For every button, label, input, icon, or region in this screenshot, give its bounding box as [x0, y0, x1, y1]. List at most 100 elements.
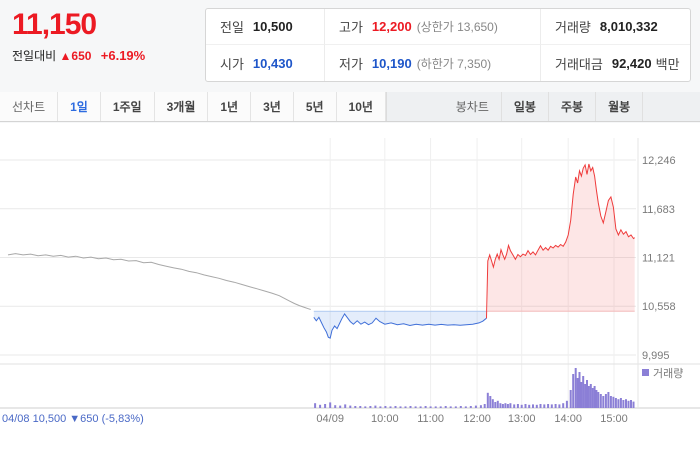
tab-monthly-candle[interactable]: 월봉 [596, 92, 644, 121]
low-label: 저가 [339, 56, 363, 72]
time-axis-label: 12:00 [463, 413, 491, 425]
volume-bar [389, 406, 392, 408]
volume-bar [627, 400, 630, 408]
price-axis-label: 11,683 [642, 204, 675, 216]
volume-bar [578, 372, 581, 408]
volume-bar [589, 384, 592, 408]
volume-bar [614, 398, 617, 408]
open-label: 시가 [220, 56, 244, 72]
volume-bar [516, 404, 519, 408]
volume-bar [580, 382, 583, 408]
volume-bar [632, 401, 635, 408]
prev-close-cell: 전일 10,500 [206, 9, 324, 45]
volume-bar [565, 400, 568, 408]
volume-bar [562, 403, 565, 408]
volume-bar [394, 406, 397, 408]
tab-3month[interactable]: 3개월 [155, 92, 209, 121]
tab-weekly-candle[interactable]: 주봉 [549, 92, 597, 121]
volume-bar [474, 405, 477, 408]
volume-bar [349, 405, 352, 408]
volume-bar [489, 396, 492, 408]
volume-bar [344, 404, 347, 408]
volume-bar [591, 388, 594, 408]
volume-bar [459, 406, 462, 408]
today-up-price-line [486, 163, 635, 319]
volume-bar [569, 390, 572, 408]
volume-bar [586, 380, 588, 408]
trade-value-cell: 거래대금 92,420 백만 [540, 45, 690, 81]
tab-line-chart[interactable]: 선차트 [0, 92, 59, 121]
volume-bar [359, 406, 362, 408]
volume-bar [550, 404, 553, 408]
tab-10year[interactable]: 10년 [337, 92, 386, 121]
stock-summary-panel: 전일 10,500 고가 12,200 (상한가 13,650) 거래량 8,0… [205, 8, 691, 82]
volume-bar [439, 406, 442, 408]
volume-bar [339, 405, 342, 408]
volume-bar [574, 368, 577, 408]
volume-bar [622, 400, 625, 408]
volume-bar [535, 404, 538, 408]
volume-bar [513, 404, 516, 408]
volume-bar [520, 404, 523, 408]
volume-bar [572, 374, 575, 408]
price-axis-label: 10,558 [642, 301, 676, 313]
tab-1year[interactable]: 1년 [208, 92, 252, 121]
trade-value-value: 92,420 [611, 55, 652, 71]
volume-bar [399, 406, 402, 408]
volume-bar [449, 406, 452, 408]
volume-bar [625, 399, 627, 408]
tab-5year[interactable]: 5년 [294, 92, 337, 121]
volume-bar [584, 384, 587, 408]
today-down-price-line [313, 312, 487, 339]
volume-bar [599, 394, 602, 408]
tab-1day[interactable]: 1일 [58, 92, 101, 121]
volume-bar [483, 404, 486, 408]
current-price: 11,150 [12, 8, 97, 41]
price-change-line: 전일대비 ▲650 +6.19% [12, 47, 197, 64]
time-axis-label: 11:00 [417, 413, 444, 425]
high-price-cell: 고가 12,200 (상한가 13,650) [324, 9, 540, 45]
volume-bar [429, 406, 432, 408]
volume-bar [609, 396, 612, 408]
tab-1week[interactable]: 1주일 [101, 92, 155, 121]
stock-header: 11,150 전일대비 ▲650 +6.19% 전일 10,500 고가 12,… [0, 0, 700, 93]
volume-bar [379, 406, 382, 408]
change-percent: +6.19% [100, 48, 146, 63]
price-axis-label: 11,121 [642, 253, 675, 265]
change-label: 전일대비 [12, 49, 57, 63]
volume-bar [630, 400, 632, 408]
volume-bar [486, 392, 489, 408]
volume-bar [354, 406, 357, 408]
volume-bar [419, 406, 422, 408]
volume-bar [593, 386, 596, 408]
volume-bar [469, 406, 472, 408]
volume-bar [319, 404, 322, 408]
volume-bar [444, 406, 447, 408]
volume-bar [547, 404, 550, 408]
stock-line-chart: 12,246 11,683 11,121 10,558 9,995 04/09 10:00 1… [0, 138, 700, 425]
volume-bar [532, 404, 534, 408]
volume-bar [374, 405, 377, 408]
current-price-block: 11,150 전일대비 ▲650 +6.19% [12, 8, 197, 64]
tab-3year[interactable]: 3년 [251, 92, 294, 121]
prev-close-label: 전일 [220, 20, 244, 35]
candle-chart-tab-group: 봉차트 일봉 주봉 월봉 [385, 92, 700, 121]
volume-bar [501, 404, 504, 408]
prev-day-close-note: 04/08 10,500 ▼650 (-5,83%) [2, 413, 144, 425]
volume-bar [524, 404, 527, 408]
volume-bar [617, 399, 620, 408]
trade-value-unit: 백만 [655, 56, 680, 72]
low-value: 10,190 [371, 55, 412, 71]
volume-bar [414, 406, 417, 408]
tab-daily-candle[interactable]: 일봉 [502, 92, 549, 121]
down-area-fill [313, 311, 487, 339]
volume-bar [404, 406, 407, 408]
volume-bar [539, 404, 542, 408]
volume-legend-swatch [642, 369, 649, 376]
volume-value: 8,010,332 [599, 19, 658, 34]
volume-bar [597, 392, 600, 408]
volume-bar [454, 406, 457, 408]
up-area-fill [487, 164, 635, 312]
time-axis-label: 10:00 [371, 413, 399, 425]
tab-candle-chart[interactable]: 봉차트 [444, 92, 502, 121]
